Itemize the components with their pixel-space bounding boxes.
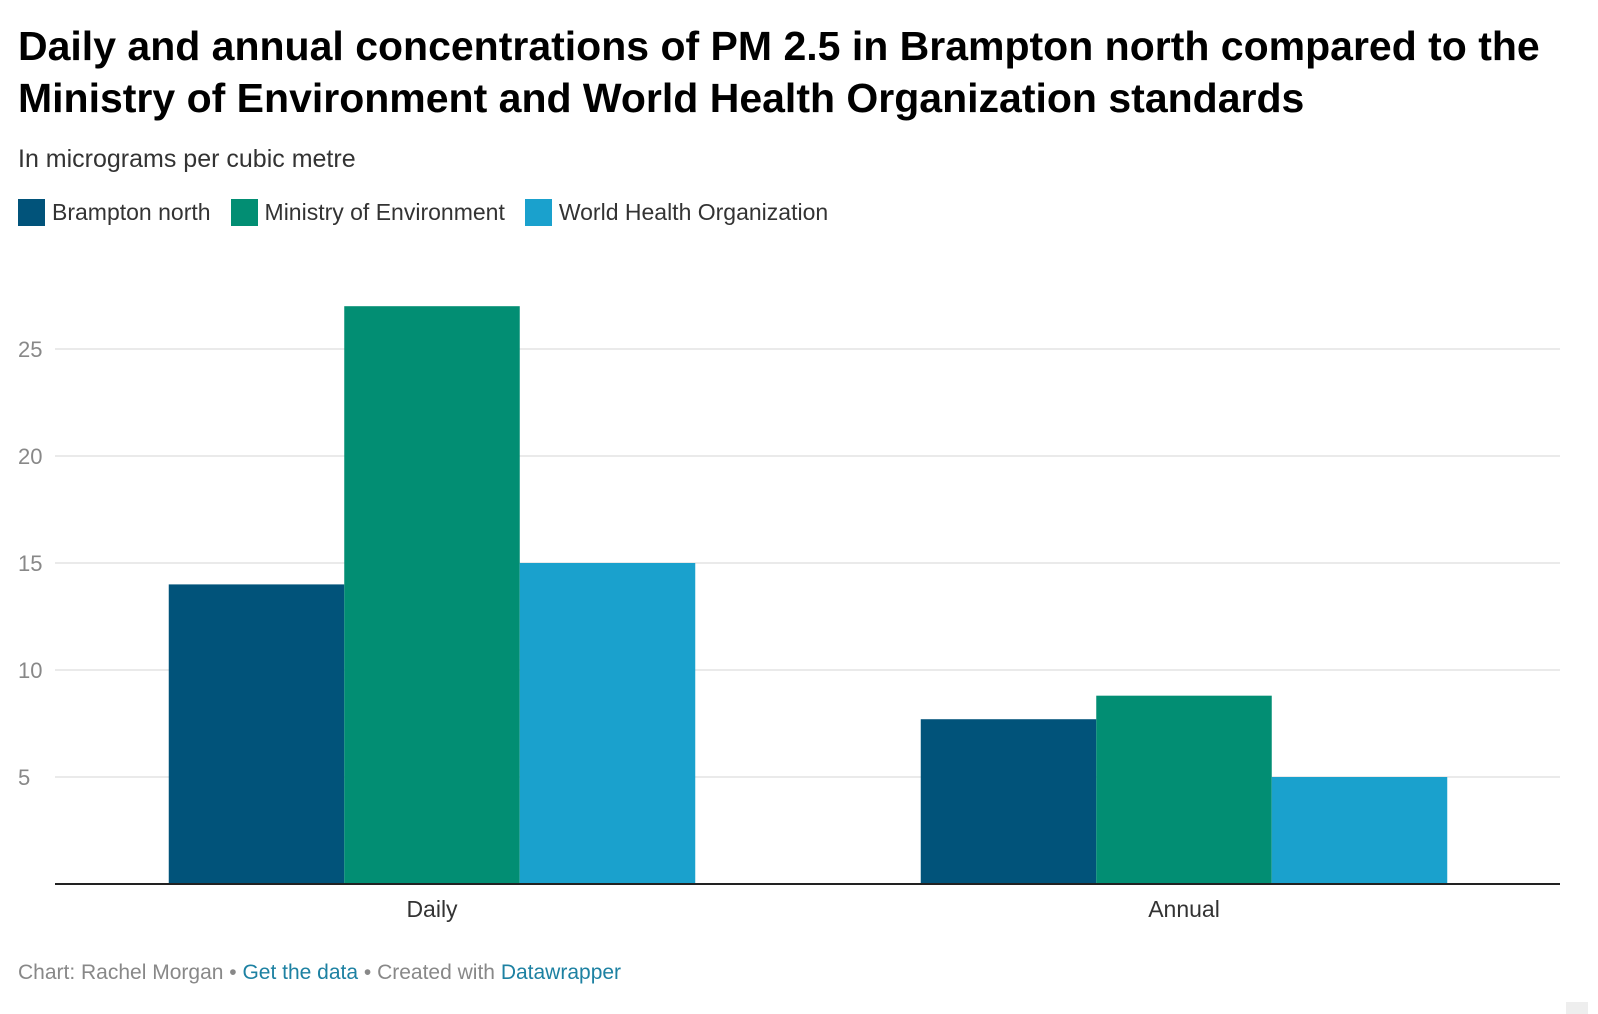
bar-chart: 5 10 15 20 25 Daily Annual (18, 306, 1560, 922)
y-tick-label-5: 5 (18, 765, 30, 790)
legend: Brampton north Ministry of Environment W… (18, 199, 828, 226)
legend-label-world-health-organization: World Health Organization (558, 199, 829, 225)
chart-subtitle: In micrograms per cubic metre (18, 145, 356, 173)
bar-daily-world-health-organization (519, 563, 696, 884)
bar-annual-brampton-north (920, 719, 1097, 884)
footer-credit: Chart: Rachel Morgan (18, 961, 224, 984)
chart-footer: Chart: Rachel Morgan • Get the data • Cr… (18, 961, 621, 985)
y-tick-label-15: 15 (18, 551, 42, 576)
y-tick-label-10: 10 (18, 658, 42, 683)
bar-annual-world-health-organization (1271, 777, 1448, 884)
legend-item-world-health-organization: World Health Organization (524, 199, 829, 226)
bar-daily-ministry-of-environment (344, 306, 520, 884)
legend-label-ministry-of-environment: Ministry of Environment (264, 199, 505, 225)
get-the-data-link[interactable]: Get the data (242, 961, 359, 984)
x-category-label-annual: Annual (1148, 896, 1220, 922)
legend-swatch-world-health-organization (524, 199, 552, 226)
bar-annual-ministry-of-environment (1096, 695, 1272, 884)
legend-swatch-ministry-of-environment (230, 199, 258, 226)
corner-mark (1566, 1002, 1588, 1014)
y-tick-label-20: 20 (18, 444, 42, 469)
legend-item-ministry-of-environment: Ministry of Environment (230, 199, 505, 226)
bar-daily-brampton-north (168, 584, 345, 884)
y-tick-label-25: 25 (18, 337, 42, 362)
footer-created-with: • Created with (358, 961, 501, 984)
chart-title: Daily and annual concentrations of PM 2.… (18, 23, 1540, 121)
legend-item-brampton-north: Brampton north (18, 199, 211, 226)
legend-label-brampton-north: Brampton north (52, 199, 211, 225)
x-category-label-daily: Daily (406, 896, 458, 922)
datawrapper-link[interactable]: Datawrapper (500, 961, 622, 984)
footer-separator: • (223, 961, 243, 984)
legend-swatch-brampton-north (18, 199, 45, 226)
